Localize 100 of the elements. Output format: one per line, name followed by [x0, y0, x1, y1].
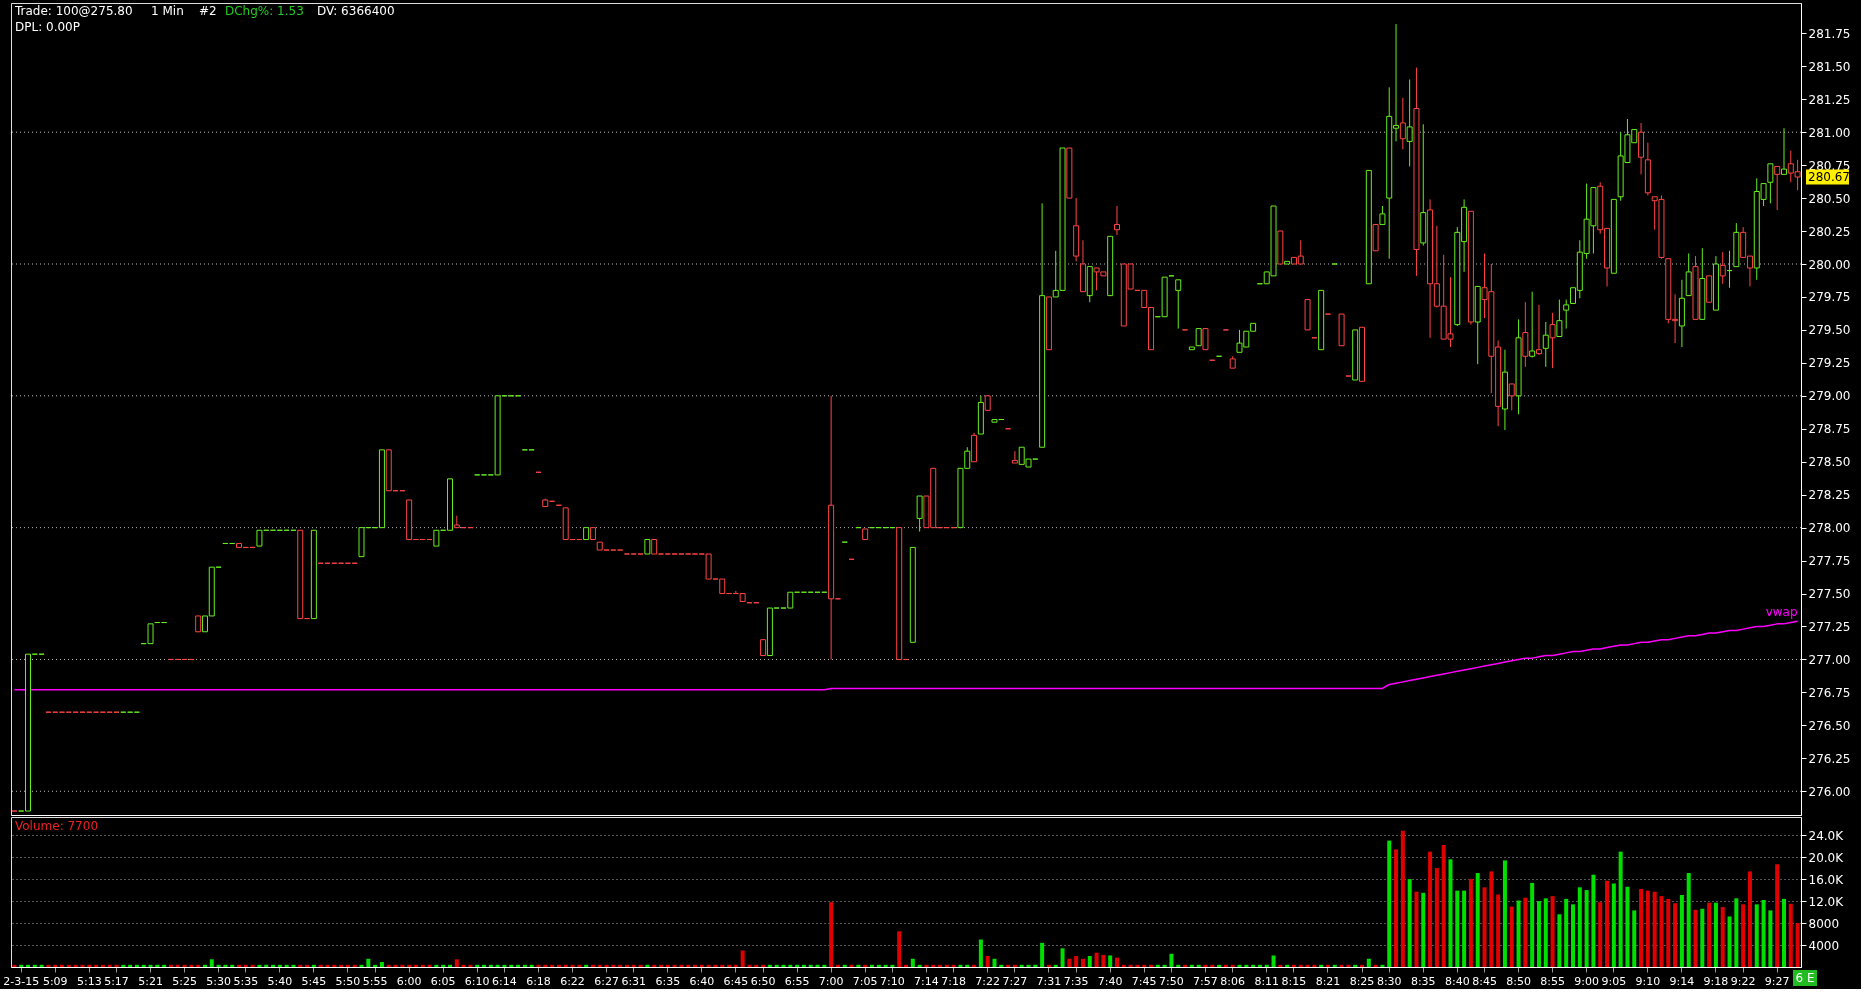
annotation: DChg%: 1.53: [225, 4, 304, 18]
x-tick-label: 7:10: [880, 974, 905, 988]
x-tick-label: 5:55: [362, 974, 388, 988]
bar: [1067, 958, 1072, 967]
y-tick-label: 277.50: [1808, 587, 1851, 602]
x-tick-label: 8:06: [1220, 974, 1246, 988]
x-tick-label: 8:25: [1349, 974, 1375, 988]
bar: [1625, 886, 1630, 967]
bar: [1720, 907, 1725, 967]
bar: [1509, 906, 1514, 967]
bar: [1428, 851, 1433, 967]
bar: [1673, 903, 1678, 967]
bar: [1584, 890, 1589, 967]
bar: [1074, 956, 1079, 967]
y-tick-label: 276.75: [1808, 685, 1851, 700]
x-tick-label: 7:31: [1036, 974, 1062, 988]
bar: [978, 939, 983, 967]
bar: [1611, 883, 1616, 967]
bar: [897, 931, 902, 967]
bar: [1639, 888, 1644, 967]
bar: [1400, 830, 1405, 967]
x-tick-label: 8:15: [1281, 974, 1307, 988]
x-tick-label: 6:40: [689, 974, 715, 988]
y-tick-label: 279.75: [1808, 290, 1851, 305]
y-tick-label: 8000: [1808, 916, 1840, 931]
bar: [1686, 873, 1691, 967]
x-tick-label: 7:05: [852, 974, 878, 988]
x-tick-label: 9:05: [1601, 974, 1627, 988]
x-tick-label: 7:22: [975, 974, 1001, 988]
y-tick-label: 280.50: [1808, 191, 1851, 206]
bar: [1523, 897, 1528, 967]
bar: [1434, 868, 1439, 967]
x-tick-label: 8:11: [1254, 974, 1280, 988]
bar: [1550, 896, 1555, 967]
x-tick-label: 5:21: [138, 974, 163, 988]
bar: [1707, 902, 1712, 967]
bar: [1441, 845, 1446, 967]
x-tick-label: 5:50: [335, 974, 361, 988]
x-tick-label: 5:30: [206, 974, 231, 988]
bar: [1788, 903, 1793, 967]
y-tick-label: 281.00: [1808, 125, 1851, 140]
bar: [985, 956, 990, 967]
y-tick-label: 277.00: [1808, 652, 1851, 667]
bar: [1475, 873, 1480, 967]
bar: [1040, 942, 1045, 967]
x-tick-label: 7:00: [818, 974, 844, 988]
x-tick-label: 6:18: [526, 974, 551, 988]
bar: [1666, 898, 1671, 967]
bar: [1414, 891, 1419, 967]
bar: [1114, 957, 1119, 967]
bar: [209, 959, 214, 967]
bar: [1489, 871, 1494, 967]
x-tick-label: 9:14: [1669, 974, 1695, 988]
annotation: Trade: 100@275.80: [14, 4, 133, 18]
x-tick-label: 9:00: [1574, 974, 1599, 988]
x-tick-label: 6:55: [784, 974, 810, 988]
x-tick-label: 8:35: [1410, 974, 1436, 988]
bar: [1781, 898, 1786, 967]
annotation: DPL: 0.00P: [15, 20, 80, 34]
bar: [1645, 890, 1650, 967]
y-tick-label: 278.25: [1808, 488, 1851, 503]
x-tick-label: 7:14: [914, 974, 939, 988]
bar: [1591, 874, 1596, 967]
bar: [1741, 904, 1746, 967]
y-tick-label: 278.50: [1808, 455, 1851, 470]
y-tick-label: 277.25: [1808, 620, 1851, 634]
bar: [1652, 891, 1657, 967]
series-label: vwap: [1765, 605, 1798, 620]
x-tick-label: 9:10: [1635, 974, 1661, 988]
x-tick-label: 7:50: [1159, 974, 1184, 988]
candlestick: [1563, 299, 1570, 330]
y-tick-label: 12.0K: [1808, 894, 1845, 909]
y-tick-label: 281.25: [1808, 92, 1851, 107]
bar: [1394, 849, 1399, 967]
y-tick-label: 280.75: [1808, 158, 1851, 173]
y-tick-label: 278.00: [1808, 521, 1851, 536]
x-tick-label: 6:45: [723, 974, 749, 988]
annotation: #2: [199, 4, 217, 18]
bar: [1659, 896, 1664, 967]
bar: [1795, 923, 1800, 967]
bar: [1571, 904, 1575, 967]
bar: [1679, 895, 1684, 967]
x-tick-label: 7:18: [941, 974, 966, 988]
bar: [1734, 898, 1739, 967]
bar: [1605, 880, 1610, 967]
x-tick-label: 5:35: [233, 974, 259, 988]
bar: [1060, 948, 1065, 967]
bar: [1577, 887, 1582, 967]
bar: [1482, 887, 1487, 967]
y-tick-label: 279.00: [1808, 389, 1851, 404]
x-tick-label: 9:18: [1703, 974, 1729, 988]
x-tick-label: 8:30: [1376, 974, 1402, 988]
y-tick-label: 278.75: [1808, 422, 1851, 437]
x-tick-label: 6:27: [594, 974, 619, 988]
y-tick-label: 281.75: [1808, 26, 1851, 41]
y-tick-label: 277.75: [1808, 554, 1851, 569]
x-tick-label: 5:45: [301, 974, 327, 988]
bar: [1271, 955, 1276, 967]
y-tick-label: 20.0K: [1808, 850, 1845, 865]
x-tick-label: 5:09: [42, 974, 68, 988]
